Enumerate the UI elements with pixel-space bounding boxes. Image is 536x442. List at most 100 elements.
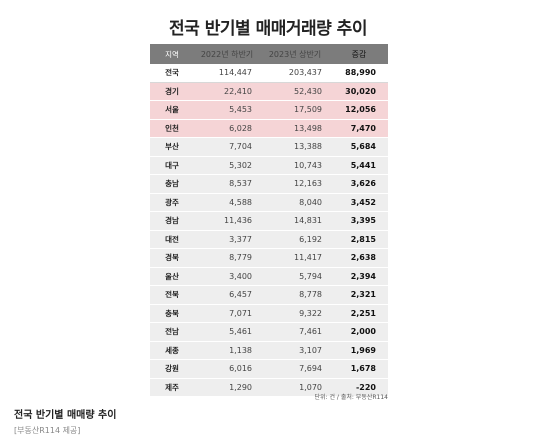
cell-2022h2: 3,377 <box>229 234 252 244</box>
cell-region: 전남 <box>165 327 179 337</box>
cell-2022h2: 7,704 <box>229 142 252 152</box>
cell-2023h1: 5,794 <box>299 271 322 281</box>
header-region: 지역 <box>165 49 179 59</box>
cell-2023h1: 11,417 <box>294 253 322 263</box>
cell-2023h1: 8,040 <box>299 197 322 207</box>
header-2022h2: 2022년 하반기 <box>200 49 254 59</box>
table-row: 경북 8,779 11,417 2,638 <box>150 249 388 268</box>
cell-region: 전국 <box>165 68 179 78</box>
cell-2023h1: 12,163 <box>294 179 322 189</box>
cell-2022h2: 5,302 <box>229 160 252 170</box>
cell-region: 경남 <box>165 216 179 226</box>
cell-2023h1: 3,107 <box>299 345 322 355</box>
cell-2022h2: 3,400 <box>229 271 252 281</box>
cell-change: 2,815 <box>350 234 376 244</box>
cell-2022h2: 1,290 <box>229 382 252 392</box>
chart-title: 전국 반기별 매매거래량 추이 <box>169 19 367 39</box>
cell-2022h2: 4,588 <box>229 197 252 207</box>
cell-2023h1: 7,694 <box>299 364 322 374</box>
cell-change: 1,678 <box>350 364 376 374</box>
cell-change: 5,441 <box>350 160 376 170</box>
cell-change: 2,638 <box>350 253 376 263</box>
cell-2022h2: 11,436 <box>224 216 252 226</box>
cell-2022h2: 8,779 <box>229 253 252 263</box>
cell-2023h1: 7,461 <box>299 327 322 337</box>
cell-region: 강원 <box>165 364 179 374</box>
table-row: 세종 1,138 3,107 1,969 <box>150 341 388 360</box>
image-caption: 전국 반기별 매매량 추이 <box>14 410 117 421</box>
source-note: 단위: 건 / 출처: 부동산R114 <box>314 394 388 401</box>
table-row: 충북 7,071 9,322 2,251 <box>150 304 388 323</box>
cell-2023h1: 17,509 <box>294 105 322 115</box>
cell-2022h2: 22,410 <box>224 86 252 96</box>
cell-change: 3,452 <box>350 197 376 207</box>
table-row: 전남 5,461 7,461 2,000 <box>150 323 388 342</box>
table-row: 강원 6,016 7,694 1,678 <box>150 360 388 379</box>
cell-change: 30,020 <box>345 86 376 96</box>
cell-region: 대구 <box>165 160 179 170</box>
table-row: 경기 22,410 52,430 30,020 <box>150 82 388 101</box>
cell-change: 2,251 <box>350 308 376 318</box>
cell-region: 부산 <box>165 142 179 152</box>
cell-2022h2: 6,457 <box>229 290 252 300</box>
cell-region: 울산 <box>165 271 179 281</box>
cell-region: 경기 <box>165 86 179 96</box>
cell-change: 12,056 <box>345 105 376 115</box>
cell-change: -220 <box>355 382 376 392</box>
cell-2023h1: 13,388 <box>294 142 322 152</box>
cell-2023h1: 14,831 <box>294 216 322 226</box>
cell-2023h1: 9,322 <box>299 308 322 318</box>
transaction-table: 지역 2022년 하반기 2023년 상반기 증감 전국 114,447 203,4… <box>150 44 388 397</box>
cell-2023h1: 52,430 <box>294 86 322 96</box>
cell-2023h1: 1,070 <box>299 382 322 392</box>
table-row: 울산 3,400 5,794 2,394 <box>150 267 388 286</box>
cell-region: 광주 <box>165 197 179 207</box>
table-row: 인천 6,028 13,498 7,470 <box>150 119 388 138</box>
table-row: 서울 5,453 17,509 12,056 <box>150 101 388 120</box>
table-row: 전북 6,457 8,778 2,321 <box>150 286 388 305</box>
table-row: 충남 8,537 12,163 3,626 <box>150 175 388 194</box>
cell-region: 전북 <box>165 290 179 300</box>
cell-change: 2,394 <box>350 271 376 281</box>
header-2023h1: 2023년 상반기 <box>268 49 322 59</box>
table-row: 부산 7,704 13,388 5,684 <box>150 138 388 157</box>
cell-region: 세종 <box>165 345 179 355</box>
cell-region: 인천 <box>165 123 179 133</box>
cell-2022h2: 6,028 <box>229 123 252 133</box>
cell-change: 3,395 <box>350 216 376 226</box>
table-header: 지역 2022년 하반기 2023년 상반기 증감 <box>150 44 388 64</box>
cell-2022h2: 6,016 <box>229 364 252 374</box>
table-row: 대구 5,302 10,743 5,441 <box>150 156 388 175</box>
cell-region: 제주 <box>165 382 179 392</box>
table-row: 제주 1,290 1,070 -220 <box>150 378 388 397</box>
cell-region: 서울 <box>165 105 179 115</box>
table-row: 경남 11,436 14,831 3,395 <box>150 212 388 231</box>
cell-2022h2: 5,461 <box>229 327 252 337</box>
cell-region: 대전 <box>165 234 179 244</box>
cell-2022h2: 5,453 <box>229 105 252 115</box>
cell-2022h2: 7,071 <box>229 308 252 318</box>
image-credit: [부동산R114 제공] <box>14 426 81 435</box>
table-row: 대전 3,377 6,192 2,815 <box>150 230 388 249</box>
table-row: 전국 114,447 203,437 88,990 <box>150 64 388 83</box>
cell-change: 2,321 <box>350 290 376 300</box>
cell-change: 3,626 <box>350 179 376 189</box>
cell-2022h2: 8,537 <box>229 179 252 189</box>
cell-change: 1,969 <box>350 345 376 355</box>
header-change: 증감 <box>351 49 367 59</box>
cell-change: 5,684 <box>350 142 376 152</box>
cell-2022h2: 1,138 <box>229 345 252 355</box>
cell-2023h1: 8,778 <box>299 290 322 300</box>
cell-region: 충남 <box>165 179 179 189</box>
cell-2022h2: 114,447 <box>218 68 252 78</box>
cell-region: 충북 <box>165 308 179 318</box>
cell-2023h1: 6,192 <box>299 234 322 244</box>
cell-2023h1: 203,437 <box>288 68 322 78</box>
table-body: 전국 114,447 203,437 88,990 경기 22,410 52,430 30,0… <box>150 64 388 397</box>
cell-change: 2,000 <box>350 327 376 337</box>
table-row: 광주 4,588 8,040 3,452 <box>150 193 388 212</box>
cell-2023h1: 13,498 <box>294 123 322 133</box>
cell-change: 7,470 <box>350 123 376 133</box>
cell-change: 88,990 <box>345 68 376 78</box>
